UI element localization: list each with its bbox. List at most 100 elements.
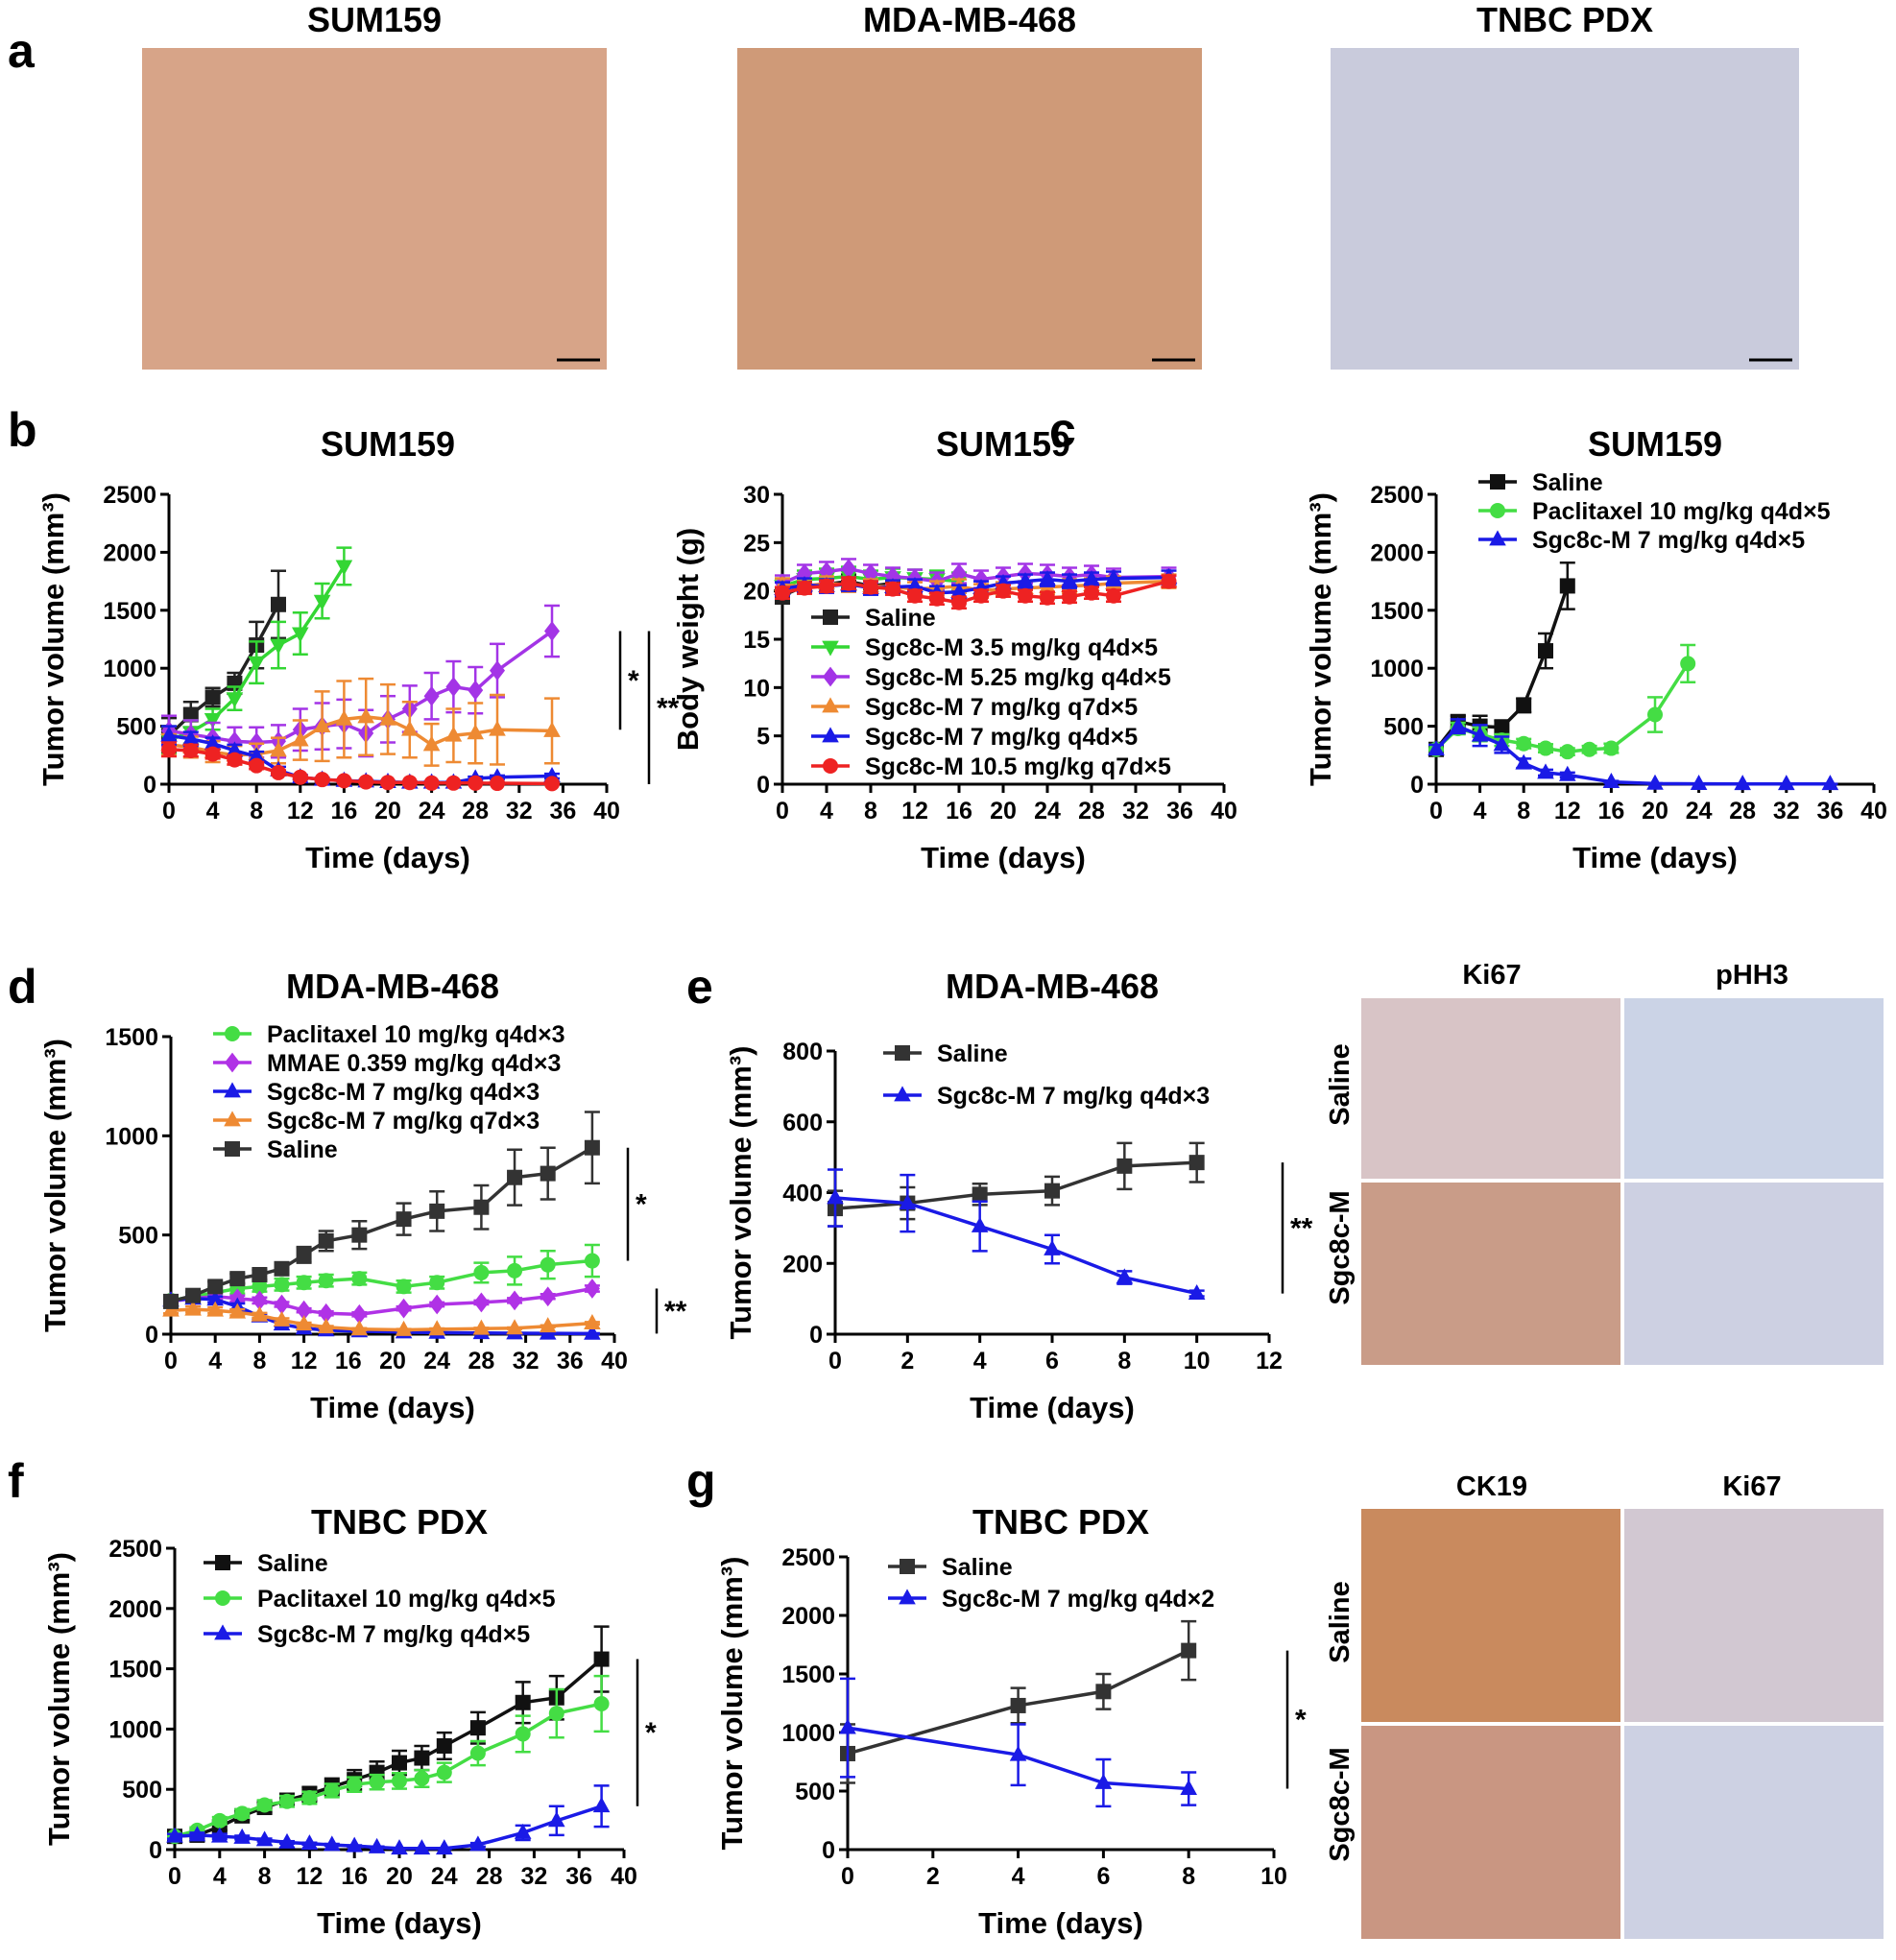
panel-label-d: d (8, 960, 37, 1014)
series-sgc8c-m-10-5-mg-kg-q7d-5 (161, 741, 560, 792)
data-point (396, 1211, 412, 1228)
data-point (1778, 775, 1795, 791)
y-tick-label: 15 (743, 627, 770, 654)
legend-label: Sgc8c-M 7 mg/kg q7d×5 (865, 694, 1138, 721)
data-point (468, 775, 484, 791)
x-tick-label: 8 (252, 1348, 266, 1374)
data-point (278, 1832, 296, 1849)
data-point (422, 735, 441, 752)
data-point (1493, 735, 1511, 752)
data-point (515, 1726, 531, 1742)
x-tick-label: 24 (1034, 798, 1061, 825)
y-tick-label: 1000 (105, 1123, 158, 1150)
x-tick-label: 16 (1597, 798, 1624, 825)
data-point (248, 747, 265, 763)
data-point (593, 1696, 610, 1712)
y-tick-label: 500 (795, 1779, 835, 1805)
data-point (206, 1301, 224, 1317)
chart-title: TNBC PDX (311, 1502, 488, 1542)
data-point (584, 1279, 600, 1299)
x-axis-label: Time (days) (310, 1391, 475, 1424)
data-point (234, 1805, 251, 1822)
data-point (188, 1826, 206, 1842)
data-point (392, 1773, 407, 1789)
ihc-g-row-sgc8c: Sgc8c-M (1325, 1747, 1356, 1861)
series-saline (163, 1111, 600, 1309)
x-tick-label: 32 (513, 1348, 540, 1374)
data-point (906, 577, 924, 593)
data-point (469, 1720, 486, 1736)
data-point (444, 726, 463, 742)
x-tick-label: 4 (1474, 798, 1487, 825)
y-tick-label: 2500 (103, 482, 156, 509)
x-tick-label: 8 (1117, 1348, 1131, 1374)
x-tick-label: 24 (423, 1348, 450, 1374)
data-point (1017, 572, 1034, 587)
data-point (445, 677, 462, 697)
data-point (317, 1318, 335, 1334)
y-axis-label: Tumor volume (mm³) (36, 492, 70, 786)
data-point (295, 1315, 313, 1331)
data-point (1188, 1283, 1206, 1300)
y-tick-label: 2500 (781, 1544, 835, 1571)
legend-label: Paclitaxel 10 mg/kg q4d×5 (1532, 498, 1831, 525)
data-point (204, 734, 222, 751)
data-point (182, 706, 199, 723)
x-tick-label: 4 (973, 1348, 987, 1374)
y-axis-label: Tumor volume (mm³) (1304, 492, 1337, 786)
x-tick-label: 16 (330, 798, 357, 825)
data-point (1044, 1183, 1060, 1199)
y-tick-label: 2500 (1370, 482, 1424, 509)
data-point (270, 638, 287, 655)
x-axis-label: Time (days) (978, 1906, 1143, 1940)
legend-marker (1490, 474, 1505, 490)
x-tick-label: 40 (611, 1863, 637, 1890)
data-point (950, 583, 968, 599)
data-point (414, 1770, 430, 1786)
x-tick-label: 16 (341, 1863, 368, 1890)
panel-a-micrographs: SUM159 MDA-MB-468 TNBC PDX (142, 0, 1799, 370)
x-tick-label: 6 (1096, 1863, 1110, 1890)
series-line (847, 1649, 1189, 1756)
data-point (507, 1262, 523, 1279)
data-point (827, 1188, 844, 1205)
y-tick-label: 500 (122, 1777, 162, 1804)
data-point (318, 1232, 334, 1249)
y-tick-label: 200 (782, 1251, 823, 1278)
data-point (368, 1837, 386, 1853)
y-tick-label: 2000 (103, 539, 156, 566)
ihc-g-col-ck19: CK19 (1456, 1471, 1527, 1502)
ihc-g-saline-ki67 (1624, 1509, 1884, 1722)
data-point (1516, 735, 1532, 752)
data-point (515, 1694, 531, 1710)
y-tick-label: 30 (743, 482, 770, 509)
significance-label: ** (664, 1296, 687, 1327)
data-point (584, 1324, 601, 1340)
ihc-g-col-ki67: Ki67 (1722, 1471, 1781, 1502)
data-point (396, 1298, 412, 1319)
data-point (841, 559, 856, 579)
significance-label: * (1295, 1705, 1307, 1736)
x-tick-label: 28 (462, 798, 489, 825)
data-point (1537, 763, 1554, 779)
data-point (211, 1827, 228, 1843)
data-point (1821, 775, 1839, 791)
y-tick-label: 0 (145, 1322, 158, 1349)
data-point (301, 1789, 318, 1805)
x-tick-label: 40 (601, 1348, 628, 1374)
series-saline (167, 1625, 610, 1845)
x-tick-label: 20 (379, 1348, 406, 1374)
y-tick-label: 800 (782, 1039, 823, 1065)
series-line (847, 1726, 1189, 1791)
x-tick-label: 32 (1122, 798, 1149, 825)
panel-label-f: f (8, 1454, 24, 1508)
legend-label: Sgc8c-M 5.25 mg/kg q4d×5 (865, 664, 1171, 691)
data-point (1602, 772, 1620, 788)
data-point (507, 1169, 523, 1185)
data-point (1084, 585, 1099, 601)
data-point (1116, 1268, 1134, 1284)
data-point (1044, 1239, 1061, 1255)
y-tick-label: 0 (756, 772, 770, 799)
data-point (592, 1797, 611, 1813)
data-point (414, 1750, 430, 1766)
